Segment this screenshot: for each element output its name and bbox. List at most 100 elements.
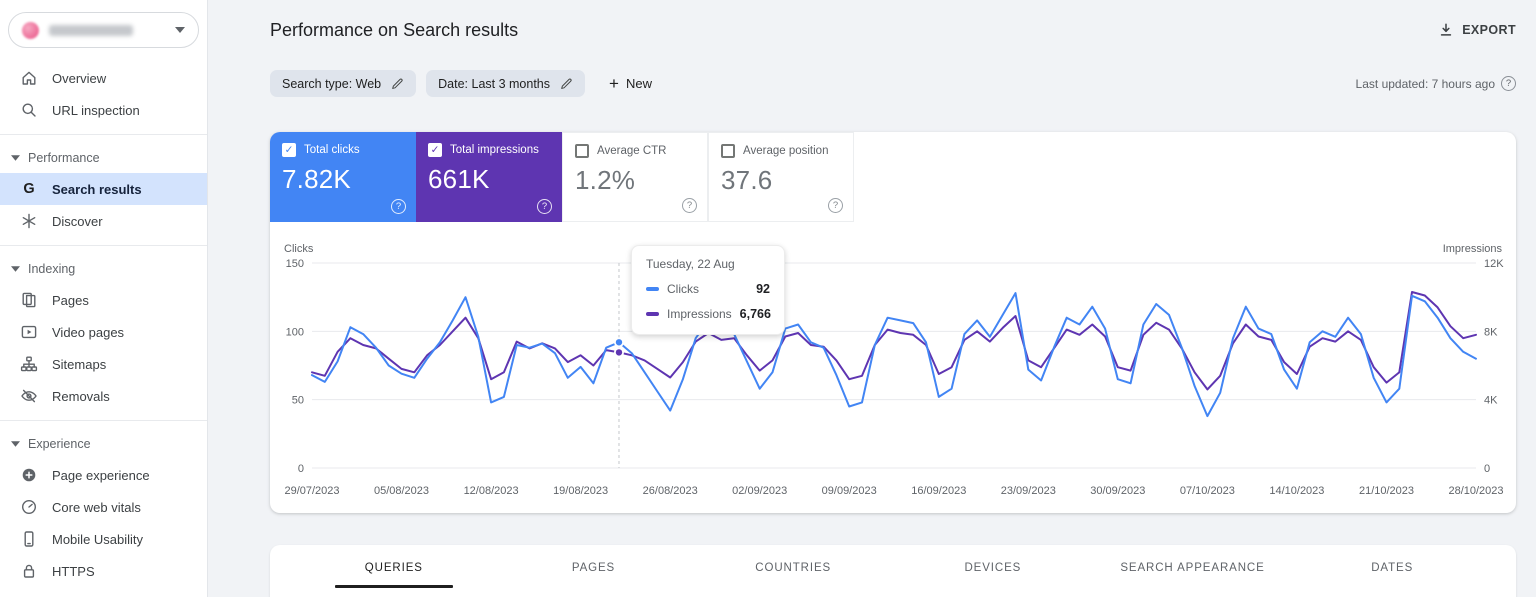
sidebar-item-removals[interactable]: Removals [0, 380, 207, 412]
chevron-down-icon [11, 441, 20, 447]
help-icon[interactable]: ? [828, 198, 843, 213]
new-filter-button[interactable]: + New [609, 75, 652, 92]
sidebar-item-sitemaps[interactable]: Sitemaps [0, 348, 207, 380]
chevron-down-icon [175, 27, 185, 33]
chevron-down-icon [11, 266, 20, 272]
sidebar-item-core-web-vitals[interactable]: Core web vitals [0, 491, 207, 523]
smartphone-icon [24, 531, 34, 547]
svg-text:19/08/2023: 19/08/2023 [553, 485, 608, 497]
help-icon[interactable]: ? [391, 199, 406, 214]
gauge-icon [21, 499, 37, 515]
svg-text:12K: 12K [1484, 258, 1504, 270]
svg-text:02/09/2023: 02/09/2023 [732, 485, 787, 497]
download-icon [1440, 23, 1452, 36]
eye-off-icon [21, 389, 37, 403]
sidebar-item-mobile-usability[interactable]: Mobile Usability [0, 523, 207, 555]
sidebar-item-pages[interactable]: Pages [0, 284, 207, 316]
sidebar-section-experience[interactable]: Experience [0, 429, 207, 459]
svg-text:0: 0 [1484, 463, 1490, 475]
filter-chips: Search type: Web Date: Last 3 months + N… [270, 70, 652, 97]
svg-text:07/10/2023: 07/10/2023 [1180, 485, 1235, 497]
svg-text:28/10/2023: 28/10/2023 [1448, 485, 1503, 497]
sidebar-item-https[interactable]: HTTPS [0, 555, 207, 587]
average-ctr-checkbox[interactable] [575, 144, 589, 158]
sidebar-item-search-results[interactable]: G Search results [0, 173, 207, 205]
tab-label: PAGES [571, 562, 616, 574]
total-impressions-tile[interactable]: ✓ Total impressions 661K ? [416, 132, 562, 222]
sidebar-section-performance[interactable]: Performance [0, 143, 207, 173]
chip-label: Search type: Web [282, 76, 382, 91]
tab-countries[interactable]: COUNTRIES [693, 545, 893, 588]
performance-line-chart[interactable]: Clicks Impressions 0 50 100 150 0 4K 8K 12K 29/07/… [270, 222, 1516, 500]
total-impressions-checkbox[interactable]: ✓ [428, 143, 442, 157]
dimension-tabs: QUERIES PAGES COUNTRIES DEVICES SEARCH A… [270, 545, 1516, 588]
tooltip-date: Tuesday, 22 Aug [645, 257, 735, 271]
divider [0, 420, 207, 421]
property-favicon-icon [22, 21, 39, 39]
sidebar-item-discover[interactable]: Discover [0, 205, 207, 237]
sidebar-item-page-experience[interactable]: Page experience [0, 459, 207, 491]
section-header-label: Experience [28, 437, 91, 451]
tab-devices[interactable]: DEVICES [893, 545, 1093, 588]
export-label: EXPORT [1462, 23, 1516, 37]
average-position-tile[interactable]: Average position 37.6 ? [708, 132, 854, 222]
pages-copy-icon [22, 292, 36, 308]
svg-text:8K: 8K [1484, 326, 1498, 338]
section-header-label: Indexing [28, 262, 76, 276]
svg-text:150: 150 [286, 258, 304, 270]
chevron-down-icon [11, 155, 20, 161]
page-header: Performance on Search results EXPORT [270, 14, 1516, 46]
help-icon[interactable]: ? [1501, 76, 1516, 91]
tab-label: DATES [1371, 562, 1414, 574]
svg-text:Clicks: Clicks [284, 243, 314, 255]
tab-search-appearance[interactable]: SEARCH APPEARANCE [1093, 545, 1293, 588]
tab-label: SEARCH APPEARANCE [1120, 562, 1265, 574]
chart-tooltip: Tuesday, 22 Aug Clicks 92 Impressions 6,… [630, 245, 785, 335]
last-updated-text: Last updated: 7 hours ago [1355, 76, 1495, 91]
average-position-checkbox[interactable] [721, 144, 735, 158]
sidebar-item-label: Sitemaps [52, 356, 107, 372]
sidebar-item-label: Search results [52, 181, 142, 197]
help-icon[interactable]: ? [682, 198, 697, 213]
lock-icon [23, 564, 35, 578]
svg-text:21/10/2023: 21/10/2023 [1359, 485, 1414, 497]
tab-label: DEVICES [964, 562, 1022, 574]
tab-queries[interactable]: QUERIES [294, 545, 494, 588]
sidebar-item-video-pages[interactable]: Video pages [0, 316, 207, 348]
sidebar-item-label: Overview [52, 70, 107, 86]
metric-label: Average position [743, 145, 829, 157]
total-clicks-tile[interactable]: ✓ Total clicks 7.82K ? [270, 132, 416, 222]
metric-label: Total impressions [450, 144, 539, 156]
section-header-label: Performance [28, 151, 100, 165]
sidebar-item-url-inspection[interactable]: URL inspection [0, 94, 207, 126]
tab-pages[interactable]: PAGES [494, 545, 694, 588]
svg-text:14/10/2023: 14/10/2023 [1269, 485, 1324, 497]
svg-text:05/08/2023: 05/08/2023 [374, 485, 429, 497]
edit-pencil-icon [561, 78, 572, 89]
clicks-series-swatch [645, 287, 659, 291]
tooltip-row-label: Impressions [666, 307, 732, 321]
svg-text:0: 0 [298, 463, 304, 475]
filter-bar: Search type: Web Date: Last 3 months + N… [270, 70, 1516, 97]
sitemap-icon [20, 356, 38, 372]
help-icon[interactable]: ? [537, 199, 552, 214]
search-icon [22, 103, 36, 117]
svg-text:16/09/2023: 16/09/2023 [911, 485, 966, 497]
edit-pencil-icon [392, 78, 403, 89]
search-type-filter-chip[interactable]: Search type: Web [270, 70, 417, 97]
average-ctr-tile[interactable]: Average CTR 1.2% ? [562, 132, 708, 222]
svg-text:Impressions: Impressions [1443, 243, 1503, 255]
export-button[interactable]: EXPORT [1438, 22, 1516, 38]
sidebar-section-indexing[interactable]: Indexing [0, 254, 207, 284]
tab-dates[interactable]: DATES [1292, 545, 1492, 588]
total-clicks-checkbox[interactable]: ✓ [282, 143, 296, 157]
sidebar-item-label: URL inspection [52, 102, 140, 118]
svg-text:09/09/2023: 09/09/2023 [822, 485, 877, 497]
property-selector[interactable] [8, 12, 199, 48]
home-icon [22, 71, 36, 85]
impressions-series-swatch [645, 312, 659, 316]
sidebar-item-overview[interactable]: Overview [0, 62, 207, 94]
date-filter-chip[interactable]: Date: Last 3 months [426, 70, 586, 97]
metric-label: Total clicks [304, 144, 360, 156]
